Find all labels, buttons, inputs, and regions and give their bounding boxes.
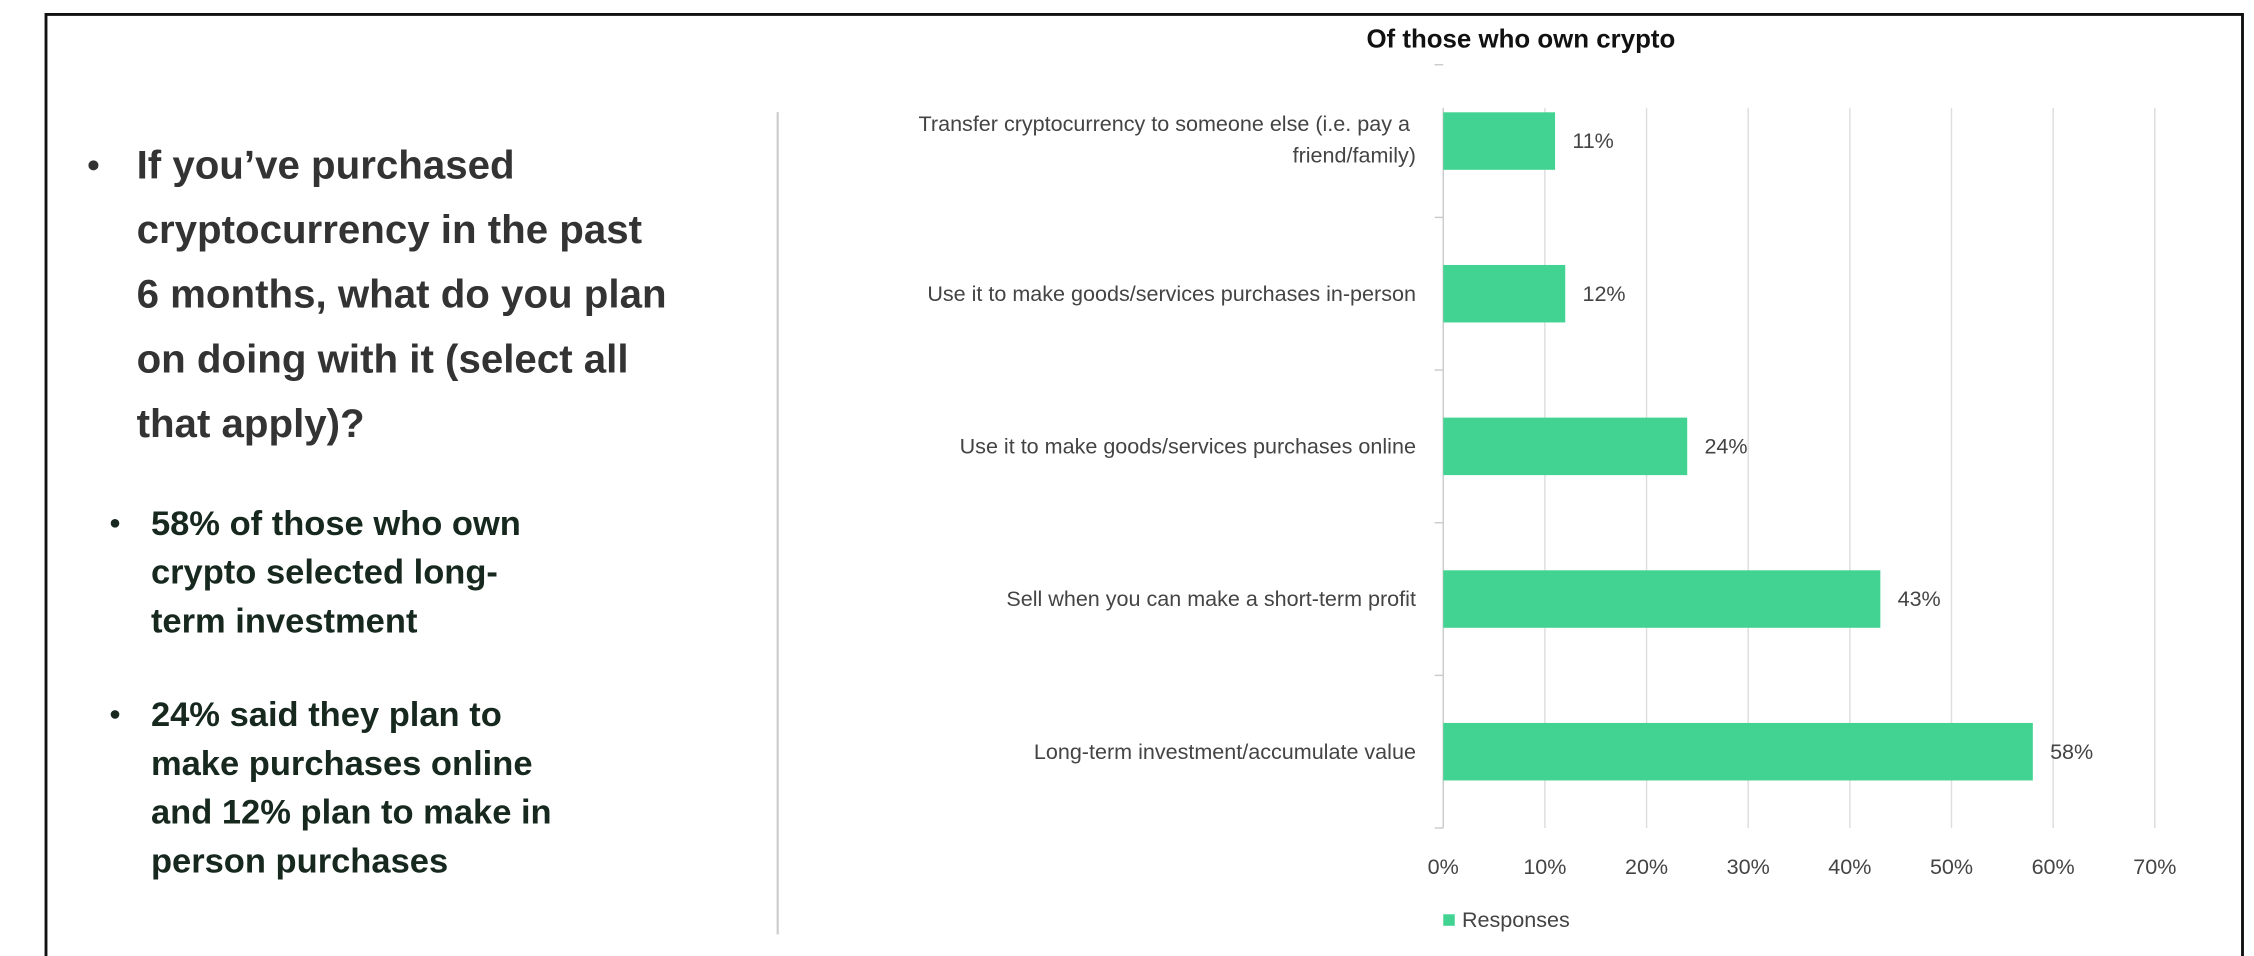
bar <box>1443 417 1688 476</box>
value-label: 58% <box>2050 739 2093 764</box>
finding-line: 24% said they plan to <box>151 696 502 734</box>
finding-line: person purchases <box>151 843 448 881</box>
category-label: Transfer cryptocurrency to someone else … <box>919 111 1416 168</box>
question-line: on doing with it (select all <box>137 336 629 381</box>
legend-swatch <box>1443 914 1455 926</box>
question-line: cryptocurrency in the past <box>137 207 643 252</box>
question-line: that apply)? <box>137 401 365 446</box>
bar <box>1443 722 2033 781</box>
x-tick-label: 70% <box>2133 854 2176 879</box>
category-label: Sell when you can make a short-term prof… <box>1006 586 1416 611</box>
chart: 0% 10% 20% 30% 40% 50% 60% 70% Transfer cryptocu… <box>919 64 2176 932</box>
finding-line: 58% of those who own <box>151 505 521 543</box>
bar <box>1443 264 1566 323</box>
x-tick-label: 10% <box>1523 854 1566 879</box>
category-label: Long-term investment/accumulate value <box>1034 739 1416 764</box>
chart-title: Of those who own crypto <box>1366 25 1675 53</box>
value-label: 12% <box>1582 281 1625 306</box>
bullet <box>88 160 99 171</box>
x-tick-label: 20% <box>1625 854 1668 879</box>
question-line: 6 months, what do you plan <box>137 272 667 317</box>
x-tick-label: 40% <box>1828 854 1871 879</box>
bar <box>1443 112 1556 170</box>
category-label: Use it to make goods/services purchases … <box>960 434 1416 459</box>
finding-line: make purchases online <box>151 745 533 783</box>
finding-line: term investment <box>151 603 418 641</box>
value-label: 11% <box>1572 128 1614 153</box>
value-label: 24% <box>1704 434 1747 459</box>
bullet <box>110 518 120 528</box>
x-tick-label: 0% <box>1428 854 1459 879</box>
category-label: Use it to make goods/services purchases … <box>927 281 1416 306</box>
x-tick-label: 60% <box>2032 854 2075 879</box>
frame <box>44 12 2244 956</box>
x-tick-label: 50% <box>1930 854 1973 879</box>
bullet <box>110 710 120 719</box>
legend-label: Responses <box>1462 907 1570 932</box>
left-text: If you’ve purchased cryptocurrency in the… <box>88 142 667 881</box>
value-label: 43% <box>1898 586 1941 611</box>
question-line: If you’ve purchased <box>137 142 515 187</box>
x-tick-label: 30% <box>1727 854 1770 879</box>
finding-line: and 12% plan to make in <box>151 794 552 832</box>
finding-line: crypto selected long- <box>151 554 498 592</box>
bar <box>1443 570 1881 628</box>
